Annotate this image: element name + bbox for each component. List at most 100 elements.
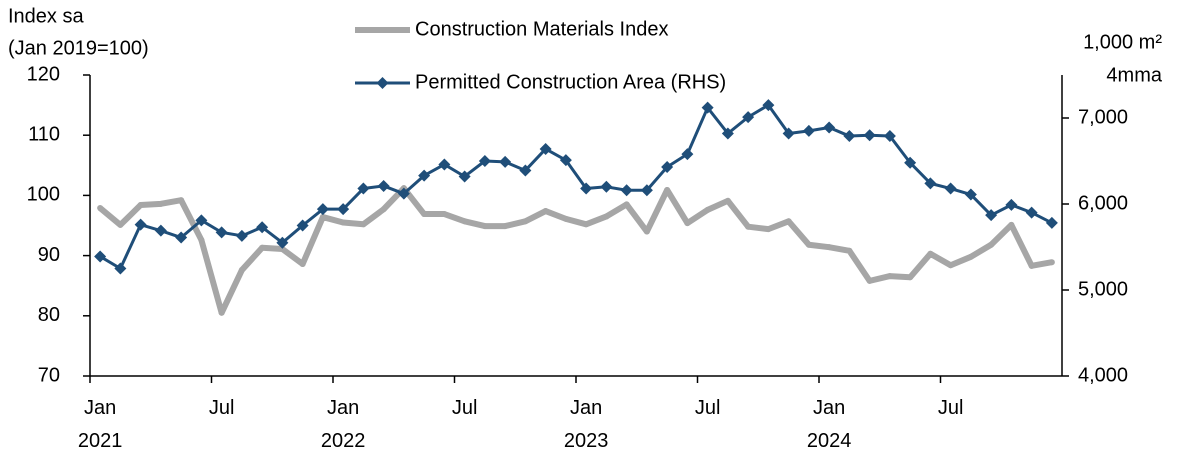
data-point xyxy=(175,231,188,244)
data-point xyxy=(684,220,691,227)
data-point xyxy=(1025,206,1038,219)
y-tick-label: 80 xyxy=(38,304,60,326)
data-point xyxy=(762,99,775,112)
data-point xyxy=(94,250,107,263)
data-point xyxy=(114,262,127,275)
data-point xyxy=(438,158,451,171)
data-point xyxy=(256,221,269,234)
data-point xyxy=(218,309,225,316)
data-point xyxy=(499,155,512,168)
data-point xyxy=(967,253,974,260)
y-axis-title: Index sa xyxy=(8,5,84,27)
data-point xyxy=(296,219,309,232)
y2-axis-title: 1,000 m² xyxy=(1083,31,1162,53)
data-point xyxy=(340,219,347,226)
data-point xyxy=(985,209,998,222)
data-point xyxy=(883,130,896,143)
data-point xyxy=(198,236,205,243)
x-tick-label: Jan 2021 xyxy=(77,397,123,452)
y-tick-label: 90 xyxy=(38,244,60,266)
data-point xyxy=(542,208,549,215)
data-point xyxy=(319,214,326,221)
data-point xyxy=(134,218,147,231)
y2-tick-label: 5,000 xyxy=(1078,278,1128,300)
data-point xyxy=(1045,216,1058,229)
legend-label: Construction Materials Index xyxy=(415,18,668,40)
series-line xyxy=(98,185,1053,316)
data-point xyxy=(461,218,468,225)
data-point xyxy=(661,161,674,174)
data-point xyxy=(522,218,529,225)
data-point xyxy=(502,223,509,230)
data-point xyxy=(785,218,792,225)
data-point xyxy=(259,244,266,251)
x-tick-label: Jan 2023 xyxy=(563,397,609,452)
y2-axis-title: 4mma xyxy=(1106,64,1162,86)
data-point xyxy=(539,142,552,155)
y2-tick-label: 6,000 xyxy=(1078,192,1128,214)
data-point xyxy=(154,224,167,237)
data-point xyxy=(600,180,613,193)
series-line xyxy=(99,103,1053,270)
legend-label: Permitted Construction Area (RHS) xyxy=(415,71,726,93)
data-point xyxy=(1048,259,1055,266)
data-point xyxy=(380,206,387,213)
data-point xyxy=(276,236,289,249)
data-point xyxy=(603,213,610,220)
data-point xyxy=(846,247,853,254)
data-point xyxy=(823,121,836,134)
y-tick-label: 110 xyxy=(28,123,60,145)
data-point xyxy=(866,277,873,284)
data-point xyxy=(704,206,711,213)
data-point xyxy=(195,214,208,227)
data-point xyxy=(397,187,410,200)
data-point xyxy=(623,201,630,208)
data-point xyxy=(559,154,572,167)
data-point xyxy=(583,221,590,228)
x-tick-label: Jan 2022 xyxy=(320,397,366,452)
data-point xyxy=(562,215,569,222)
data-point xyxy=(279,245,286,252)
data-point xyxy=(117,221,124,228)
x-tick-label: Jul xyxy=(694,397,721,419)
data-point xyxy=(360,221,367,228)
data-point xyxy=(478,155,491,167)
data-point xyxy=(826,244,833,251)
data-point xyxy=(441,211,448,218)
data-point xyxy=(907,274,914,281)
data-point xyxy=(904,156,917,169)
data-point xyxy=(640,184,653,197)
data-point xyxy=(299,261,306,268)
data-point xyxy=(863,129,876,142)
data-point xyxy=(377,179,390,192)
y2-tick-label: 4,000 xyxy=(1078,364,1128,386)
data-point xyxy=(681,148,694,161)
data-point xyxy=(157,200,164,207)
data-point xyxy=(924,177,937,190)
data-point xyxy=(458,170,471,183)
data-point xyxy=(1005,198,1018,211)
data-point xyxy=(357,182,370,195)
data-point xyxy=(519,164,532,177)
data-point xyxy=(580,182,593,195)
data-point xyxy=(805,241,812,248)
data-point xyxy=(927,250,934,257)
data-point xyxy=(802,124,815,137)
data-point xyxy=(886,273,893,280)
data-point xyxy=(947,262,954,269)
data-point xyxy=(137,202,144,209)
data-point xyxy=(742,111,755,124)
x-tick-label: Jan 2024 xyxy=(806,397,852,452)
data-point xyxy=(1008,221,1015,228)
data-point xyxy=(988,241,995,248)
data-point xyxy=(944,182,957,195)
data-point xyxy=(964,188,977,201)
data-point xyxy=(782,127,795,140)
data-point xyxy=(745,223,752,230)
data-point xyxy=(97,205,104,212)
legend-marker xyxy=(376,77,389,89)
data-point xyxy=(724,197,731,204)
x-tick-label: Jul xyxy=(937,397,964,419)
